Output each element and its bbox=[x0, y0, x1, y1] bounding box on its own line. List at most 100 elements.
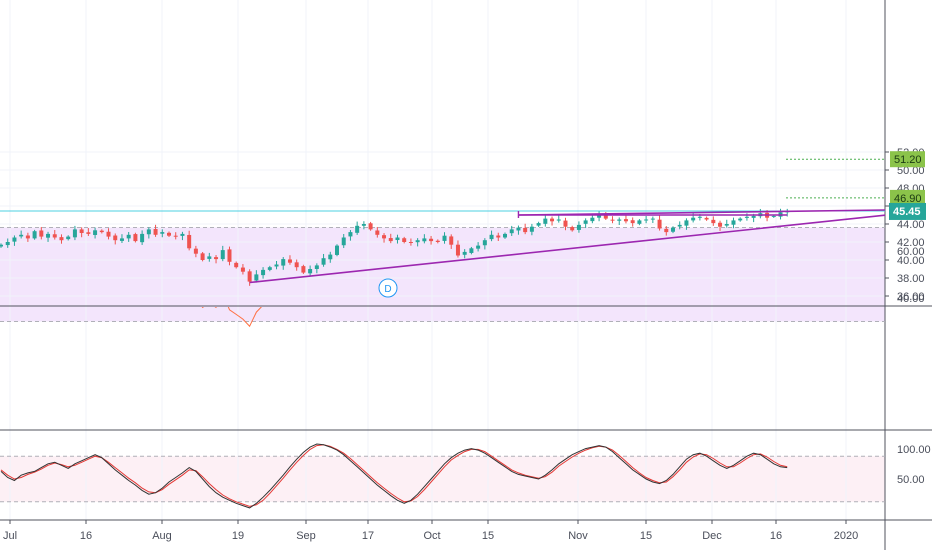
candle bbox=[388, 233, 393, 244]
candle bbox=[361, 221, 366, 230]
candle bbox=[5, 238, 10, 248]
price-axis-ticks: 36.0038.0040.0042.0044.0046.0048.0050.00… bbox=[885, 147, 925, 303]
stochastic-tick-label: 100.00 bbox=[897, 444, 931, 456]
last-price-tag: 45.45 bbox=[889, 202, 926, 220]
candle bbox=[623, 214, 628, 224]
candle bbox=[52, 230, 57, 240]
candle bbox=[704, 216, 709, 221]
time-tick-label: Aug bbox=[152, 530, 172, 542]
candle bbox=[25, 232, 30, 242]
candle bbox=[119, 234, 124, 243]
price-tick-label: 38.00 bbox=[897, 273, 925, 285]
candle bbox=[160, 229, 165, 238]
candle bbox=[72, 225, 77, 241]
candle bbox=[671, 226, 675, 234]
interval-badge[interactable]: D bbox=[378, 278, 398, 298]
stochastic-axis-ticks: 50.00 100.00 bbox=[897, 444, 931, 486]
stochastic-k-line bbox=[0, 443, 788, 509]
candle bbox=[637, 219, 642, 226]
candle bbox=[140, 230, 145, 245]
candle bbox=[664, 226, 669, 236]
stochastic-tick-label: 50.00 bbox=[897, 474, 925, 486]
candle bbox=[422, 234, 427, 244]
candle bbox=[368, 221, 373, 231]
candle bbox=[126, 232, 131, 242]
candle bbox=[496, 232, 501, 242]
candle bbox=[314, 263, 319, 274]
candle bbox=[355, 221, 360, 235]
candle bbox=[39, 226, 44, 240]
candle bbox=[395, 234, 400, 244]
candle bbox=[328, 251, 333, 263]
candle bbox=[86, 228, 91, 236]
candle bbox=[66, 235, 71, 241]
candle bbox=[408, 238, 413, 246]
candle bbox=[650, 216, 655, 224]
candle bbox=[462, 249, 467, 259]
candle bbox=[93, 227, 98, 239]
candle bbox=[684, 218, 689, 230]
candle bbox=[146, 227, 151, 239]
price-tick-label: 40.00 bbox=[897, 255, 925, 267]
candle bbox=[12, 235, 17, 246]
candle bbox=[79, 227, 84, 238]
candle bbox=[287, 255, 292, 265]
candle bbox=[476, 242, 481, 252]
candle bbox=[429, 235, 434, 245]
candle bbox=[19, 230, 24, 239]
candle bbox=[711, 216, 716, 226]
time-tick-label: 19 bbox=[232, 530, 244, 542]
candle bbox=[482, 238, 487, 250]
candle bbox=[610, 216, 615, 224]
candle bbox=[0, 243, 3, 248]
candle bbox=[570, 225, 575, 232]
support-trendline[interactable] bbox=[249, 214, 885, 284]
stochastic-band bbox=[0, 456, 885, 502]
candle bbox=[321, 253, 326, 267]
candle bbox=[173, 232, 178, 240]
candle bbox=[59, 234, 64, 244]
last-price-tag-text: 45.45 bbox=[893, 206, 921, 218]
grid-lines bbox=[0, 0, 885, 520]
candle bbox=[240, 264, 245, 275]
candle bbox=[509, 225, 514, 236]
time-axis-ticks: Jul 16 Aug 19 Sep 17 Oct 15 Nov 15 Dec 16 2020 bbox=[3, 520, 858, 542]
candle bbox=[550, 216, 555, 226]
price-tick-label: 42.00 bbox=[897, 237, 925, 249]
candle bbox=[778, 208, 783, 220]
candle bbox=[234, 261, 239, 269]
candle bbox=[523, 223, 528, 235]
candle bbox=[644, 215, 649, 224]
time-tick-label: 16 bbox=[770, 530, 782, 542]
candlesticks bbox=[0, 208, 790, 286]
candle bbox=[677, 221, 682, 230]
candle bbox=[375, 226, 380, 238]
time-tick-label: 16 bbox=[80, 530, 92, 542]
candle bbox=[254, 270, 259, 283]
candle bbox=[469, 246, 474, 255]
candle bbox=[187, 230, 192, 251]
price-tick-label: 44.00 bbox=[897, 219, 925, 231]
candle bbox=[536, 221, 541, 227]
candle bbox=[543, 215, 548, 227]
resistance-trendline[interactable] bbox=[518, 209, 885, 216]
time-tick-label: 17 bbox=[362, 530, 374, 542]
candle bbox=[489, 230, 494, 242]
time-tick-label: Nov bbox=[568, 530, 588, 542]
candle bbox=[335, 244, 339, 257]
candle bbox=[724, 219, 729, 228]
candle bbox=[281, 257, 286, 270]
candle bbox=[738, 217, 743, 222]
candle bbox=[247, 269, 252, 286]
interval-badge-text: D bbox=[384, 284, 391, 295]
candle bbox=[382, 233, 387, 243]
candle bbox=[133, 232, 138, 243]
candle bbox=[214, 255, 219, 264]
candle bbox=[274, 260, 279, 270]
candle bbox=[449, 234, 454, 249]
candle bbox=[193, 245, 198, 258]
candle bbox=[758, 208, 763, 219]
candle bbox=[435, 239, 440, 244]
